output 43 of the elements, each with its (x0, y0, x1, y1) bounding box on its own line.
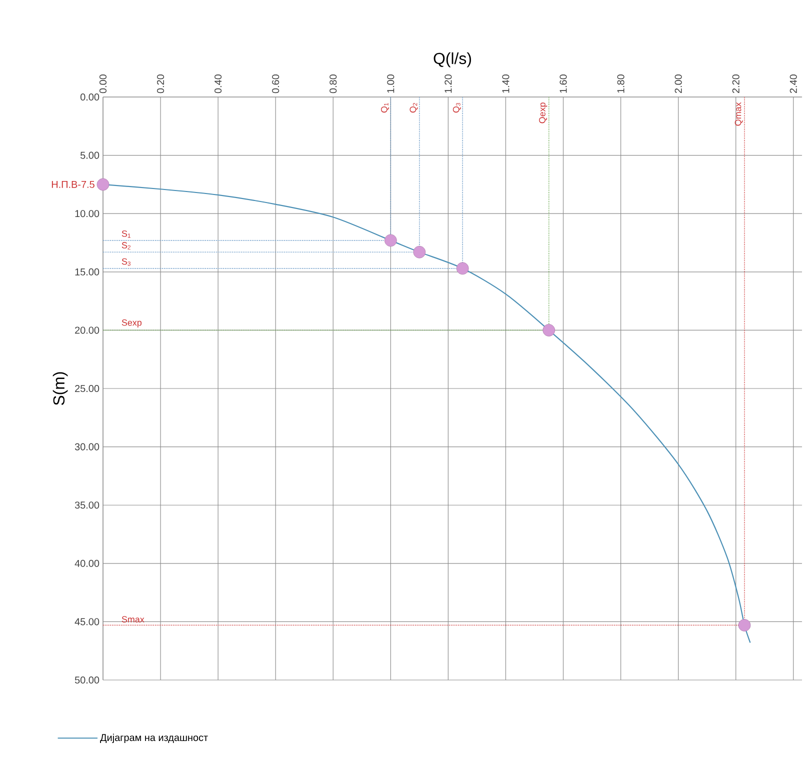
ref-line-label: Q$_{2}$ (410, 102, 418, 113)
point (542, 324, 556, 336)
y-tick-label: 25.00 (75, 384, 100, 392)
ref-line-label: Qmax (734, 102, 743, 126)
ref-line-label: Q$_{1}$ (381, 102, 389, 113)
x-axis-title: Q(l/s) (434, 52, 471, 68)
point (96, 178, 110, 191)
ref-line-label: S$_{2}$ (122, 242, 130, 250)
y-tick-label: 10.00 (75, 210, 100, 218)
y-tick-label: 50.00 (74, 676, 100, 684)
y-tick-label: 5.00 (80, 152, 100, 159)
x-tick-label: 1.40 (502, 74, 510, 93)
legend-label: Дијаграм на издашност (100, 734, 208, 744)
ref-line-label: Qexp (539, 102, 548, 124)
ref-line-label: S$_{3}$ (122, 258, 130, 266)
y-axis-title: S(m) (52, 372, 68, 406)
ref-line-label: Q$_{3}$ (452, 102, 461, 113)
x-tick-label: 0.60 (272, 74, 280, 94)
y-tick-label: 30.00 (74, 443, 100, 450)
y-tick-label: 35.00 (74, 502, 100, 509)
y-tick-label: 45.00 (74, 618, 100, 626)
x-tick-label: 1.00 (387, 74, 394, 93)
y-tick-label: 40.00 (74, 560, 100, 567)
ref-line-label: Smax (122, 616, 144, 623)
point (384, 234, 397, 247)
x-tick-label: 0.80 (330, 74, 337, 94)
ref-line-label: Sexp (122, 319, 142, 328)
y-tick-label: 20.00 (75, 326, 100, 334)
x-tick-label: 1.60 (560, 74, 567, 93)
point (413, 246, 426, 258)
x-tick-label: 2.00 (674, 74, 682, 93)
x-tick-label: 2.40 (790, 74, 797, 93)
x-tick-label: 2.20 (732, 74, 740, 93)
point (456, 262, 469, 275)
annotation: Н.П.В-7.5 (52, 180, 94, 188)
y-tick-label: 15.00 (75, 268, 100, 276)
point (738, 619, 751, 632)
x-tick-label: 1.80 (617, 74, 624, 93)
ref-line-label: S$_{1}$ (122, 230, 130, 238)
x-tick-label: 0.40 (214, 74, 222, 94)
x-tick-label: 0.20 (157, 74, 164, 94)
x-tick-label: 1.20 (444, 74, 452, 93)
y-tick-label: 0.00 (80, 93, 100, 101)
